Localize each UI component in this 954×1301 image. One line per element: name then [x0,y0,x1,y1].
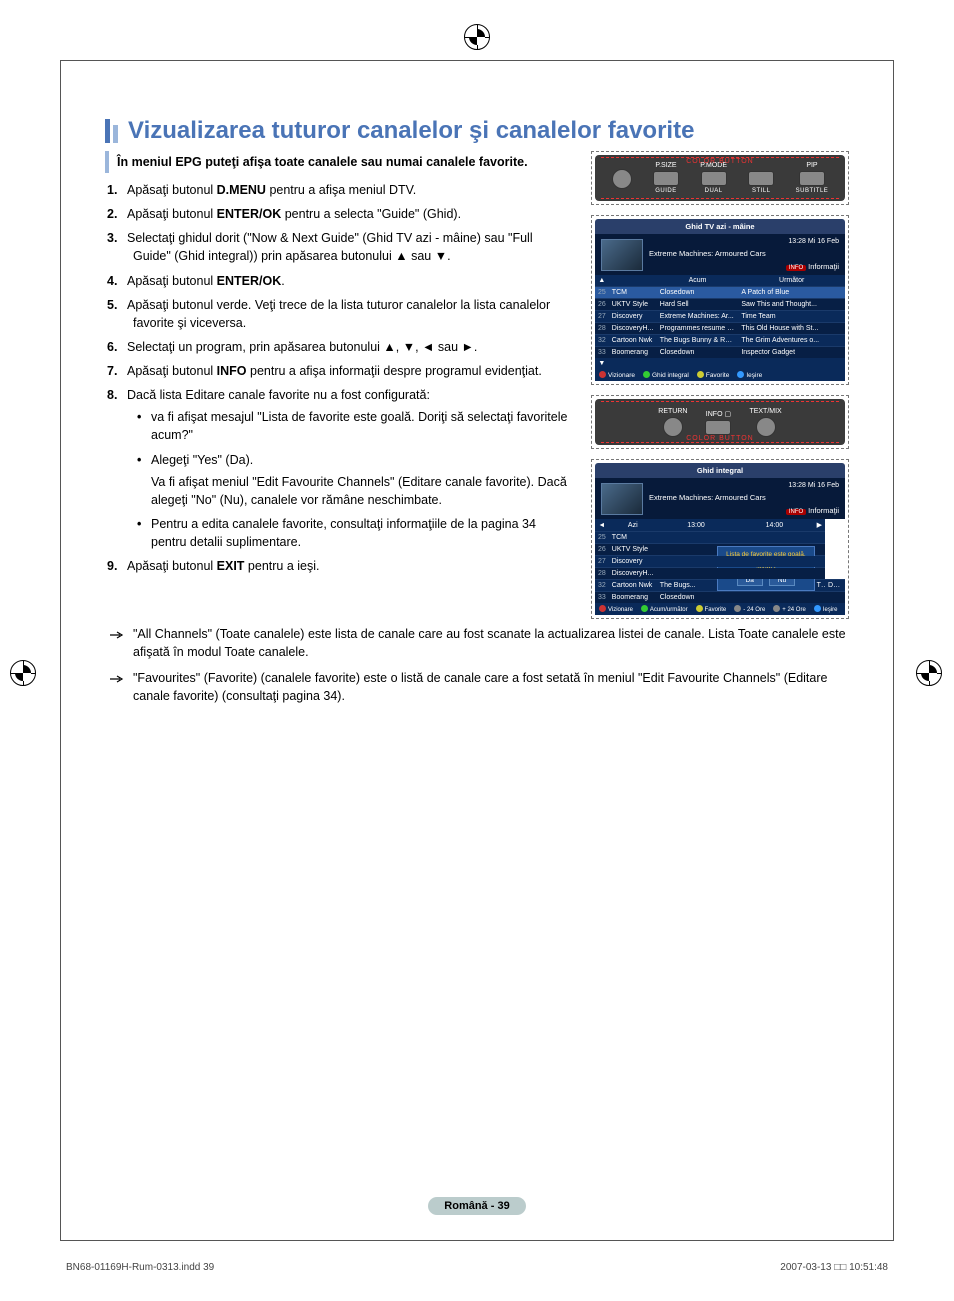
guide-table: ◄Azi13:0014:00▶ 25TCM26UKTV StyleLista d… [595,519,845,603]
step-num: 7. [107,362,127,380]
sub-bullets: va fi afişat mesajul "Lista de favorite … [133,408,573,551]
step-num: 9. [107,557,127,575]
bullet: va fi afişat mesajul "Lista de favorite … [151,408,573,444]
step-text: Selectaţi un program, prin apăsarea buto… [127,340,477,354]
step-text: Apăsaţi butonul ENTER/OK pentru a select… [127,207,461,221]
step-num: 6. [107,338,127,356]
step-num: 8. [107,386,127,404]
figure-remote-2: COLOR BUTTON RETURN INFO ▢ TEXT/MIX [591,395,849,449]
bullet: Pentru a edita canalele favorite, consul… [151,515,573,551]
registration-mark [916,660,942,686]
step-text: Apăsaţi butonul ENTER/OK. [127,274,285,288]
step-text: Apăsaţi butonul D.MENU pentru a afişa me… [127,183,416,197]
guide-table: ▲AcumUrmător 25TCMClosedownA Patch of Bl… [595,275,845,369]
step-text: Selectaţi ghidul dorit ("Now & Next Guid… [127,231,533,263]
info-label: Informaţii [808,506,839,515]
step-text: Dacă lista Editare canale favorite nu a … [127,388,430,402]
info-label: Informaţii [808,262,839,271]
page-frame: Vizualizarea tuturor canalelor şi canale… [60,60,894,1241]
guide-footer: VizionareGhid integralFavoriteIeşire [595,369,845,381]
rc-btn: PIPSUBTITLE [796,162,829,194]
footer-right: 2007-03-13 □□ 10:51:48 [780,1262,888,1273]
rc-btn: TEXT/MIX [749,408,781,437]
guide-title: Ghid TV azi - mâine [595,219,845,234]
rc-btn: RETURN [658,408,687,437]
guide-thumbnail [601,239,643,271]
step-list: 1.Apăsaţi butonul D.MENU pentru a afişa … [105,181,573,575]
note-arrow-icon [109,671,125,689]
step-num: 4. [107,272,127,290]
guide-program: Extreme Machines: Armoured Cars [649,493,839,502]
guide-time: 13:28 Mi 16 Feb [649,482,839,489]
page-number: Română - 39 [61,1198,893,1212]
title-ornament [105,119,118,145]
notes: "All Channels" (Toate canalele) este lis… [105,625,849,706]
step-text: Apăsaţi butonul verde. Veţi trece de la … [127,298,550,330]
figure-guide-1: Ghid TV azi - mâine 13:28 Mi 16 Feb Extr… [591,215,849,385]
figure-remote-1: COLOR BUTTON P.SIZEGUIDE P.MODEDUAL STIL… [591,151,849,205]
figure-guide-2: Ghid integral 13:28 Mi 16 Feb Extreme Ma… [591,459,849,619]
note-text: "All Channels" (Toate canalele) este lis… [133,627,846,659]
guide-time: 13:28 Mi 16 Feb [649,238,839,245]
rc-btn [612,160,632,197]
rc-btn: STILL [748,162,774,194]
bullet: Alegeţi "Yes" (Da).Va fi afişat meniul "… [151,451,573,509]
rc-btn: P.SIZEGUIDE [653,162,679,194]
step-num: 1. [107,181,127,199]
intro-text: În meniul EPG puteţi afişa toate canalel… [105,151,573,173]
overlay-label: COLOR BUTTON [595,435,845,442]
overlay-label: COLOR BUTTON [595,158,845,165]
note-arrow-icon [109,627,125,645]
rc-btn: INFO ▢ [705,410,731,435]
rc-btn: P.MODEDUAL [700,162,727,194]
page-title: Vizualizarea tuturor canalelor şi canale… [128,117,694,145]
step-text: Apăsaţi butonul EXIT pentru a ieşi. [127,559,320,573]
step-text: Apăsaţi butonul INFO pentru a afişa info… [127,364,542,378]
print-footer: BN68-01169H-Rum-0313.indd 39 2007-03-13 … [66,1262,888,1273]
guide-footer: VizionareAcum/următorFavorite- 24 Ore+ 2… [595,603,845,615]
registration-mark [10,660,36,686]
footer-left: BN68-01169H-Rum-0313.indd 39 [66,1262,214,1273]
step-num: 3. [107,229,127,247]
step-num: 5. [107,296,127,314]
guide-title: Ghid integral [595,463,845,478]
step-num: 2. [107,205,127,223]
note-text: "Favourites" (Favorite) (canalele favori… [133,671,827,703]
registration-mark [464,24,490,50]
guide-program: Extreme Machines: Armoured Cars [649,249,839,258]
guide-thumbnail [601,483,643,515]
